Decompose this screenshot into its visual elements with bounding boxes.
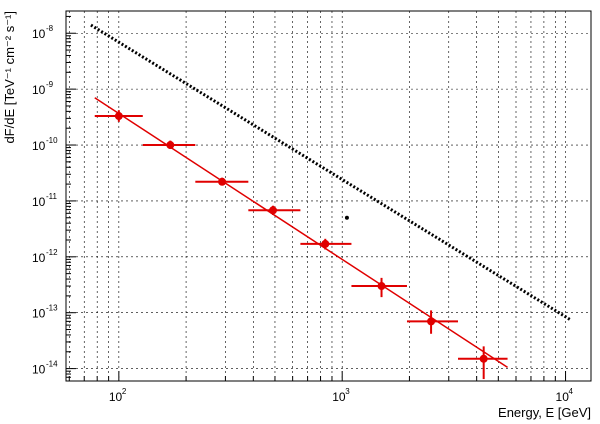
y-tick-label: 10: [32, 83, 46, 97]
x-tick-label: 10: [556, 390, 570, 404]
y-tick-label: 10: [32, 307, 46, 321]
x-tick-exponent: 3: [345, 387, 350, 396]
y-tick-label: 10: [32, 139, 46, 153]
y-tick-exponent: -14: [46, 360, 58, 369]
y-tick-exponent: -11: [46, 192, 58, 201]
y-tick-exponent: -10: [46, 136, 58, 145]
y-tick-label: 10: [32, 27, 46, 41]
data-layer: [90, 23, 572, 380]
y-tick-exponent: -13: [46, 304, 58, 313]
x-tick-exponent: 2: [122, 387, 127, 396]
data-marker: [321, 239, 330, 248]
y-axis-label: dF/dE [TeV⁻¹ cm⁻² s⁻¹]: [2, 11, 17, 144]
y-tick-label: 10: [32, 195, 46, 209]
axis-ticks: [66, 15, 567, 382]
y-tick-exponent: -8: [46, 24, 54, 33]
y-tick-label: 10: [32, 251, 46, 265]
y-tick-exponent: -9: [46, 80, 54, 89]
dotted-reference-line: [90, 23, 572, 321]
y-tick-label: 10: [32, 363, 46, 377]
data-point: [142, 140, 196, 150]
y-tick-exponent: -12: [46, 248, 58, 257]
data-point: [195, 177, 249, 186]
data-point: [94, 110, 143, 122]
x-tick-label: 10: [332, 390, 346, 404]
x-tick-label: 10: [109, 390, 123, 404]
x-axis-label: Energy, E [GeV]: [498, 405, 591, 420]
x-tick-exponent: 4: [569, 387, 574, 396]
data-point: [300, 238, 352, 250]
data-point: [351, 277, 407, 298]
grid: [66, 11, 591, 381]
data-marker: [166, 141, 175, 150]
single-point: [344, 215, 349, 220]
plot-frame: [65, 10, 592, 382]
fit-line: [94, 97, 508, 369]
data-marker: [479, 354, 488, 363]
